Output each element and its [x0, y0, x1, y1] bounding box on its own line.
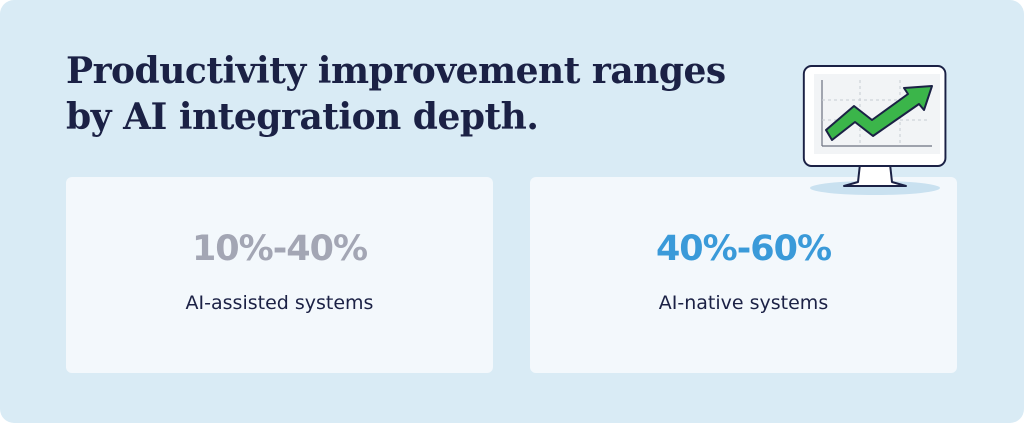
card: 40%-60% AI-native systems — [530, 177, 957, 373]
card-value: 10%-40% — [191, 229, 368, 269]
card-label: AI-assisted systems — [185, 292, 374, 314]
card-label: AI-native systems — [658, 292, 829, 314]
card: 10%-40% AI-assisted systems — [66, 177, 493, 373]
shadow — [810, 181, 940, 195]
title-line: Productivity improvement ranges — [66, 50, 726, 92]
trend-arrow — [825, 85, 933, 141]
title: Productivity improvement ranges by AI in… — [66, 48, 726, 140]
title-line: by AI integration depth. — [66, 96, 539, 138]
monitor-icon — [802, 65, 947, 195]
stand — [843, 163, 907, 187]
card-value: 40%-60% — [655, 229, 832, 269]
